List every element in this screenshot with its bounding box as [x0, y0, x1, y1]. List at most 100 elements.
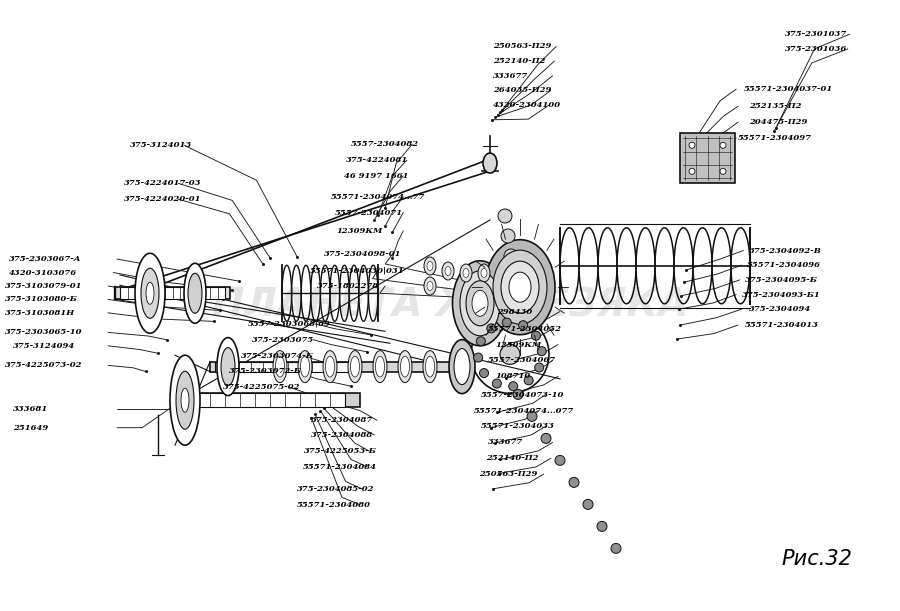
Ellipse shape [508, 382, 518, 390]
Text: 12309КМ: 12309КМ [337, 227, 382, 235]
Ellipse shape [445, 266, 451, 276]
Text: 375-2301036: 375-2301036 [785, 45, 847, 53]
Text: 375-2303065-10: 375-2303065-10 [4, 328, 82, 337]
Text: 333681: 333681 [13, 405, 48, 414]
Ellipse shape [583, 499, 593, 510]
Ellipse shape [146, 282, 154, 304]
Text: 250563-П29: 250563-П29 [493, 42, 552, 51]
Ellipse shape [569, 477, 579, 488]
Ellipse shape [720, 168, 726, 174]
Text: 375-3103079-01: 375-3103079-01 [4, 282, 82, 290]
Ellipse shape [555, 455, 565, 466]
Ellipse shape [427, 262, 433, 271]
Ellipse shape [184, 263, 206, 323]
Ellipse shape [480, 368, 489, 378]
Polygon shape [175, 393, 360, 407]
Text: 5557-2304067: 5557-2304067 [488, 356, 556, 365]
Ellipse shape [442, 262, 454, 280]
Ellipse shape [298, 351, 312, 382]
Ellipse shape [398, 351, 412, 382]
Text: 375-4224017-03: 375-4224017-03 [124, 179, 202, 188]
Bar [215, 362, 360, 371]
Ellipse shape [170, 355, 200, 445]
Text: 298430: 298430 [497, 307, 532, 316]
Text: 375-4225053-Б: 375-4225053-Б [304, 447, 377, 455]
Text: 375-2304095-Б: 375-2304095-Б [745, 276, 818, 284]
Text: 55571-2304030|031: 55571-2304030|031 [310, 266, 404, 274]
Ellipse shape [611, 543, 621, 554]
Polygon shape [115, 287, 230, 299]
Ellipse shape [498, 209, 512, 223]
Text: 375-2303072-Б: 375-2303072-Б [229, 367, 302, 376]
Ellipse shape [481, 268, 487, 277]
Text: 375-2304085-02: 375-2304085-02 [297, 485, 374, 493]
Text: 4320-2304100: 4320-2304100 [493, 101, 562, 109]
Text: 375-2304093-Б1: 375-2304093-Б1 [742, 290, 820, 299]
Text: 5557-2304073-10: 5557-2304073-10 [481, 390, 564, 399]
Text: 5557-2304082: 5557-2304082 [351, 140, 419, 148]
Bar [195, 393, 345, 407]
Ellipse shape [472, 290, 488, 316]
Ellipse shape [449, 340, 475, 393]
Ellipse shape [135, 254, 165, 333]
Ellipse shape [478, 264, 490, 282]
Text: 4320-3103076: 4320-3103076 [9, 268, 77, 277]
Ellipse shape [427, 282, 433, 290]
Ellipse shape [501, 229, 515, 243]
Bar [680, 133, 735, 183]
Text: 252140-П2: 252140-П2 [486, 454, 538, 463]
Ellipse shape [476, 337, 485, 346]
Text: 55571-2304096: 55571-2304096 [747, 261, 821, 269]
Ellipse shape [483, 153, 497, 173]
Text: Рис.32: Рис.32 [781, 549, 852, 569]
Text: 375-1802278: 375-1802278 [317, 282, 379, 290]
Text: 55571-2304013: 55571-2304013 [745, 321, 819, 329]
Text: 5557-2304071: 5557-2304071 [335, 208, 403, 217]
Ellipse shape [504, 249, 518, 263]
Ellipse shape [375, 356, 384, 377]
Ellipse shape [453, 261, 508, 346]
Ellipse shape [493, 250, 547, 324]
Ellipse shape [500, 345, 520, 364]
Ellipse shape [275, 356, 284, 377]
Text: 375-3103081Н: 375-3103081Н [4, 309, 75, 317]
Ellipse shape [301, 356, 310, 377]
Ellipse shape [518, 321, 527, 330]
Text: 55571-2304074...77: 55571-2304074...77 [331, 192, 426, 201]
Text: 252135-П2: 252135-П2 [749, 102, 801, 111]
Text: 333677: 333677 [493, 71, 528, 80]
Ellipse shape [460, 271, 500, 336]
Ellipse shape [188, 273, 202, 313]
Ellipse shape [513, 389, 523, 400]
Text: 375-2304092-В: 375-2304092-В [749, 246, 822, 255]
Ellipse shape [597, 521, 607, 532]
Polygon shape [210, 362, 470, 371]
Bar [120, 287, 225, 299]
Ellipse shape [424, 277, 436, 295]
Text: 55571-2304033: 55571-2304033 [481, 422, 554, 431]
Text: ПЛАНЕТА ЖЕЛЕЗЯКА: ПЛАНЕТА ЖЕЛЕЗЯКА [212, 287, 688, 324]
Text: 333677: 333677 [488, 438, 523, 447]
Text: 375-2303075: 375-2303075 [252, 335, 314, 344]
Ellipse shape [426, 356, 435, 377]
Text: 375-3124013: 375-3124013 [130, 141, 192, 150]
Ellipse shape [463, 268, 469, 277]
Text: 375-4224081: 375-4224081 [346, 156, 408, 164]
Ellipse shape [527, 411, 537, 422]
Ellipse shape [176, 371, 194, 429]
Ellipse shape [460, 264, 472, 282]
Text: 55571-2304052: 55571-2304052 [488, 324, 562, 333]
Text: 251649: 251649 [13, 423, 48, 432]
Ellipse shape [487, 324, 496, 333]
Text: 375-3124094: 375-3124094 [13, 342, 75, 350]
Ellipse shape [473, 353, 482, 362]
Ellipse shape [689, 168, 695, 174]
Ellipse shape [181, 388, 189, 412]
Text: 12309КМ: 12309КМ [495, 340, 541, 349]
Text: 55571-2304037-01: 55571-2304037-01 [743, 85, 832, 93]
Ellipse shape [535, 363, 544, 372]
Text: 108710: 108710 [495, 372, 530, 381]
Ellipse shape [217, 338, 239, 395]
Ellipse shape [509, 272, 531, 302]
Ellipse shape [485, 240, 555, 335]
